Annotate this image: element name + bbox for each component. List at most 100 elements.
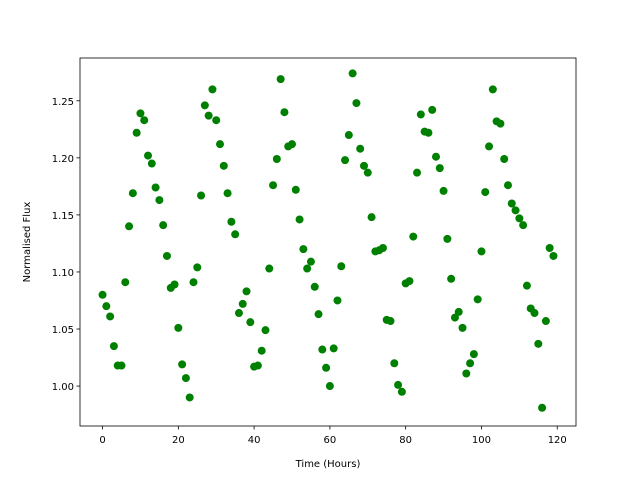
x-tick-label: 60: [324, 435, 337, 446]
point: [322, 363, 331, 372]
point: [276, 75, 285, 84]
point: [530, 309, 539, 318]
point: [272, 154, 281, 163]
point: [413, 168, 422, 177]
y-tick-label: 1.05: [52, 325, 74, 336]
point: [231, 230, 240, 239]
point: [299, 245, 308, 254]
point: [341, 156, 350, 165]
point: [519, 221, 528, 230]
point: [534, 339, 543, 348]
x-tick-label: 120: [548, 435, 567, 446]
point: [223, 189, 232, 198]
point: [477, 247, 486, 256]
point: [496, 119, 505, 128]
y-tick-label: 1.25: [52, 97, 74, 108]
point: [117, 361, 126, 370]
point: [174, 323, 183, 332]
point: [428, 105, 437, 114]
point: [488, 85, 497, 94]
point: [363, 168, 372, 177]
point: [128, 189, 137, 198]
point: [348, 69, 357, 78]
point: [246, 318, 255, 327]
point: [333, 296, 342, 305]
point: [359, 161, 368, 170]
point: [303, 264, 312, 273]
y-tick-label: 1.00: [52, 382, 74, 393]
point: [140, 116, 149, 125]
point: [200, 101, 209, 110]
point: [227, 217, 236, 226]
point: [306, 257, 315, 266]
point: [181, 374, 190, 383]
point: [541, 317, 550, 326]
point: [280, 108, 289, 117]
point: [216, 140, 225, 149]
point: [325, 382, 334, 391]
point: [458, 323, 467, 332]
point: [424, 128, 433, 137]
point: [185, 393, 194, 402]
point: [253, 361, 262, 370]
point: [219, 161, 228, 170]
point: [178, 360, 187, 369]
x-tick-label: 0: [99, 435, 105, 446]
point: [204, 111, 213, 120]
point: [447, 274, 456, 283]
point: [208, 85, 217, 94]
point: [98, 290, 107, 299]
point: [291, 185, 300, 194]
x-tick-label: 100: [472, 435, 491, 446]
point: [367, 213, 376, 222]
point: [238, 299, 247, 308]
point: [469, 350, 478, 359]
point: [155, 196, 164, 205]
point: [136, 109, 145, 118]
point: [500, 154, 509, 163]
point: [378, 243, 387, 252]
point: [549, 251, 558, 260]
point: [295, 215, 304, 224]
x-axis-label: Time (Hours): [295, 459, 361, 470]
point: [147, 159, 156, 168]
point: [265, 264, 274, 273]
point: [507, 199, 516, 208]
point: [485, 142, 494, 151]
point: [431, 152, 440, 161]
x-tick-label: 80: [399, 435, 412, 446]
point: [189, 278, 198, 287]
point: [269, 181, 278, 190]
point: [503, 181, 512, 190]
point: [102, 302, 111, 311]
point: [397, 387, 406, 396]
plot-frame: [79, 57, 577, 427]
point: [454, 307, 463, 316]
point: [390, 359, 399, 368]
point: [193, 263, 202, 272]
point: [538, 403, 547, 412]
point: [310, 282, 319, 291]
x-tick-label: 20: [172, 435, 185, 446]
point: [394, 380, 403, 389]
point: [314, 310, 323, 319]
point: [212, 116, 221, 125]
point: [159, 221, 168, 230]
x-tick-label: 40: [248, 435, 261, 446]
point: [329, 344, 338, 353]
point: [545, 243, 554, 252]
point: [409, 232, 418, 241]
point: [473, 295, 482, 304]
point: [337, 262, 346, 271]
point: [132, 128, 141, 137]
point: [151, 183, 160, 192]
point: [257, 346, 266, 355]
point: [242, 287, 251, 296]
point: [466, 359, 475, 368]
point: [288, 140, 297, 149]
point: [106, 312, 115, 321]
point: [356, 144, 365, 153]
y-tick-label: 1.15: [52, 211, 74, 222]
y-axis-label: Normalised Flux: [22, 202, 33, 283]
